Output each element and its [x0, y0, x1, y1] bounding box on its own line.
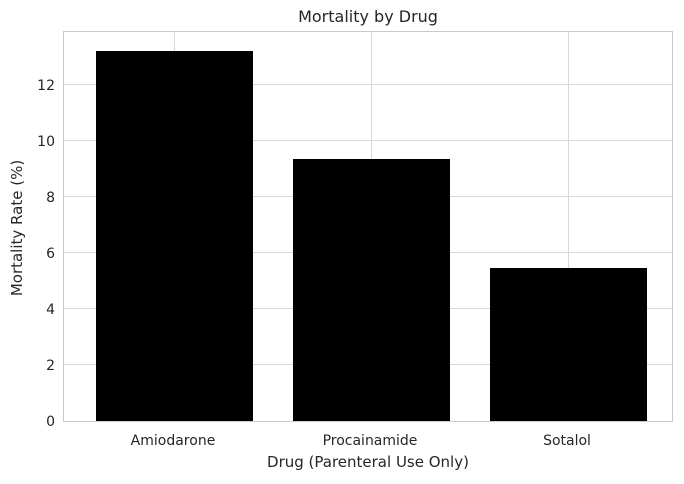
chart-title: Mortality by Drug — [298, 7, 438, 26]
y-tick-label-2: 2 — [46, 357, 55, 374]
gridline-y-10 — [64, 140, 672, 142]
y-axis-label: Mortality Rate (%) — [8, 159, 26, 297]
y-tick-label-8: 8 — [46, 189, 55, 206]
y-tick-label-6: 6 — [46, 245, 55, 262]
gridline-y-12 — [64, 84, 672, 86]
y-tick-label-12: 12 — [37, 77, 55, 94]
gridline-x-sotalol — [567, 32, 569, 421]
y-tick-label-10: 10 — [37, 133, 55, 150]
y-tick-label-0: 0 — [46, 414, 55, 430]
plot-area — [63, 31, 673, 422]
bar-procainamide — [292, 159, 450, 421]
bar-amiodarone — [95, 51, 253, 421]
x-tick-label-amiodarone: Amiodarone — [130, 433, 216, 449]
x-tick-label-procainamide: Procainamide — [322, 433, 418, 449]
x-tick-label-sotalol: Sotalol — [543, 433, 591, 449]
bar-sotalol — [489, 268, 647, 421]
x-axis-label: Drug (Parenteral Use Only) — [267, 453, 469, 471]
y-tick-label-4: 4 — [46, 301, 55, 318]
